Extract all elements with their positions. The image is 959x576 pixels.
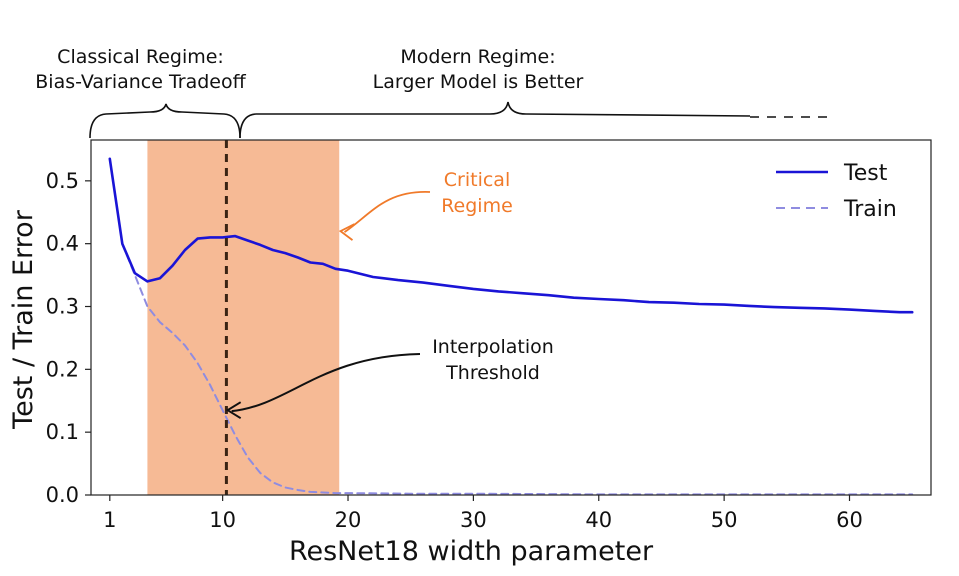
x-tick-label: 40 [585,508,612,532]
interpolation-threshold-arrow [231,353,421,413]
y-tick-label: 0.2 [46,357,79,381]
critical-regime-band [147,140,340,495]
x-tick-label: 50 [711,508,738,532]
y-tick-label: 0.1 [46,420,79,444]
x-tick-label: 10 [209,508,236,532]
interpolation-threshold-annotation: Interpolation Threshold [416,334,570,386]
critical-regime-arrowhead [338,223,355,241]
x-tick-label: 30 [460,508,487,532]
modern-regime-label: Modern Regime: Larger Model is Better [350,45,606,95]
plot-frame [90,139,932,496]
modern-regime-line1: Modern Regime: [400,46,556,68]
y-axis-label: Test / Train Error [8,209,39,430]
y-tick-label: 0.3 [46,295,79,319]
classical-regime-line1: Classical Regime: [57,46,224,68]
test-series-line [108,157,914,314]
critical-regime-line2: Regime [441,195,513,217]
classical-regime-label: Classical Regime: Bias-Variance Tradeoff [18,45,263,95]
y-tick-label: 0.0 [46,483,79,507]
modern-regime-line2: Larger Model is Better [372,71,584,93]
x-tick-label: 1 [103,508,116,532]
modern-regime-brace [239,101,751,139]
classical-regime-line2: Bias-Variance Tradeoff [35,71,246,93]
x-tick-label: 20 [335,508,362,532]
y-tick-label: 0.5 [46,169,79,193]
legend-label-train: Train [843,197,897,222]
interpolation-threshold-line2: Threshold [446,362,540,384]
y-tick-label: 0.4 [46,232,79,256]
x-axis-label: ResNet18 width parameter [289,536,654,567]
interpolation-threshold-line1: Interpolation [432,336,554,358]
interpolation-threshold-arrowhead [225,401,242,420]
classical-regime-brace [89,103,241,139]
critical-regime-arrow [343,191,431,233]
critical-regime-line1: Critical [443,169,511,191]
legend-label-test: Test [843,161,888,186]
x-tick-label: 60 [836,508,863,532]
critical-regime-annotation: Critical Regime [414,167,540,219]
